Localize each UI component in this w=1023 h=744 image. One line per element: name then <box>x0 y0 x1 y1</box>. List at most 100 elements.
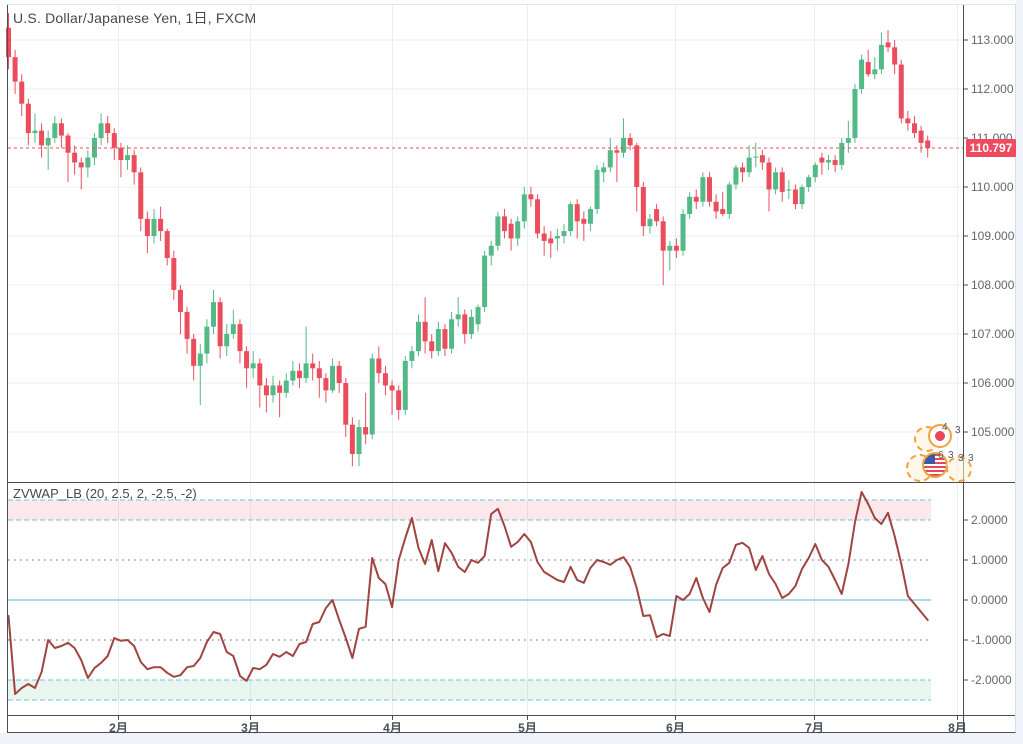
candle-down <box>105 123 111 134</box>
candle-down <box>376 358 382 374</box>
symbol-title: U.S. Dollar/Japanese Yen, 1日, FXCM <box>13 10 257 26</box>
candle-down <box>581 218 587 224</box>
candle-up <box>52 123 58 138</box>
candle-down <box>19 81 25 104</box>
upper-band <box>8 500 931 520</box>
candle-down <box>12 57 18 82</box>
candle-down <box>263 385 269 396</box>
candle-up <box>402 360 408 410</box>
candle-down <box>898 64 904 119</box>
candle-up <box>746 157 752 173</box>
candle-up <box>561 231 567 236</box>
candle-down <box>501 216 507 232</box>
candle-down <box>422 321 428 342</box>
candle-up <box>812 164 818 178</box>
candle-up <box>303 363 309 379</box>
candle-up <box>845 138 851 143</box>
event-count: 3 <box>968 453 974 464</box>
candle-up <box>224 334 230 347</box>
last-price-badge: 110.797 <box>966 139 1016 157</box>
value-axis-label: -2.0000 <box>971 673 1012 687</box>
candle-up <box>594 169 600 210</box>
candle-down <box>766 162 772 190</box>
candle-up <box>449 319 455 349</box>
candle-down <box>111 133 117 148</box>
time-axis-label: 6月 <box>666 721 685 735</box>
us-flag-icon <box>922 452 948 478</box>
candle-down <box>389 385 395 391</box>
candle-down <box>158 218 164 232</box>
candle-down <box>720 209 726 214</box>
candle-up <box>621 138 627 153</box>
candle-down <box>713 201 719 212</box>
candle-down <box>343 383 349 425</box>
candle-down <box>918 130 924 143</box>
event-marker-cluster-bottom[interactable]: 6 3 3 3 <box>906 448 1016 484</box>
candle-up <box>369 358 375 435</box>
candle-up <box>290 370 296 381</box>
candle-down <box>706 177 712 202</box>
value-axis-label: 0.0000 <box>971 593 1008 607</box>
candle-up <box>45 138 51 146</box>
candle-down <box>257 363 263 386</box>
event-marker-cluster-top[interactable]: 4 3 <box>914 422 1004 454</box>
candle-down <box>792 189 798 205</box>
candle-up <box>587 209 593 224</box>
chart-canvas[interactable] <box>0 0 1016 733</box>
candle-up <box>283 380 289 393</box>
candle-up <box>482 255 488 308</box>
candle-down <box>865 62 871 75</box>
japan-flag-icon <box>928 424 952 448</box>
candle-up <box>98 123 104 138</box>
candle-up <box>435 329 441 352</box>
candle-up <box>733 167 739 185</box>
candle-down <box>905 118 911 124</box>
candle-down <box>131 155 137 173</box>
candle-up <box>799 187 805 205</box>
candle-down <box>779 172 785 192</box>
candle-up <box>852 89 858 138</box>
candle-up <box>250 363 256 369</box>
candle-down <box>237 324 243 352</box>
candle-down <box>634 145 640 187</box>
candle-down <box>118 147 124 161</box>
candle-down <box>535 199 541 234</box>
candle-up <box>607 150 613 168</box>
candle-down <box>396 390 402 410</box>
candle-down <box>442 329 448 349</box>
candle-up <box>416 321 422 352</box>
event-count: 3 <box>955 425 961 436</box>
candle-up <box>773 172 779 190</box>
candle-down <box>6 27 11 58</box>
candle-down <box>39 130 45 146</box>
candle-down <box>660 221 666 251</box>
candle-down <box>72 152 78 163</box>
price-axis-label: 109.000 <box>971 229 1015 243</box>
candle-down <box>832 160 838 165</box>
candle-down <box>627 138 633 146</box>
candle-up <box>32 130 38 134</box>
candle-up <box>839 142 845 165</box>
candle-down <box>429 341 435 352</box>
candle-down <box>911 123 917 134</box>
candle-up <box>806 177 812 187</box>
candle-up <box>667 245 673 251</box>
event-count: 3 <box>948 450 954 461</box>
candle-down <box>58 123 64 136</box>
time-axis-label: 7月 <box>805 721 824 735</box>
event-count: 4 <box>942 422 948 433</box>
candle-up <box>601 167 607 173</box>
candle-down <box>819 157 825 163</box>
candle-down <box>217 302 223 347</box>
candle-up <box>85 157 91 168</box>
candle-up <box>726 184 732 214</box>
time-axis-label: 8月 <box>948 721 967 735</box>
candle-down <box>548 238 554 244</box>
candle-down <box>323 378 329 391</box>
candle-up <box>515 221 521 239</box>
candle-down <box>171 258 177 290</box>
candle-down <box>138 172 144 219</box>
candle-up <box>488 245 494 256</box>
price-axis-label: 105.000 <box>971 425 1015 439</box>
